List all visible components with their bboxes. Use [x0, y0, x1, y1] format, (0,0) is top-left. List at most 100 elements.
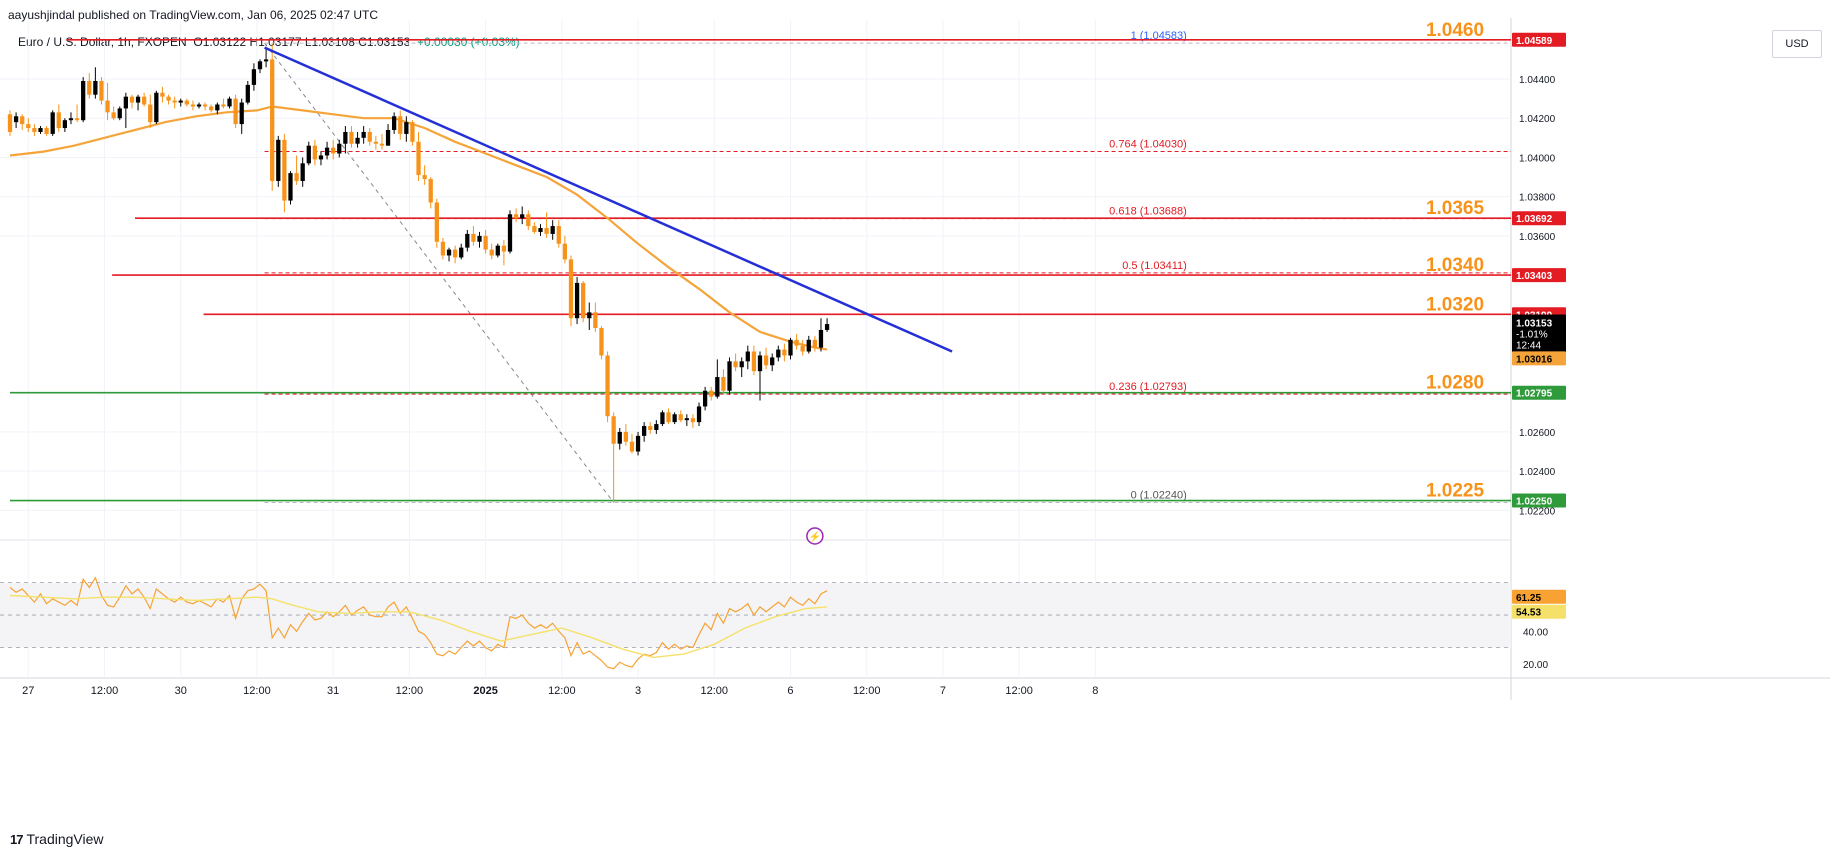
candle[interactable]: [87, 73, 92, 99]
candle[interactable]: [489, 243, 494, 260]
bearish-trendline[interactable]: [264, 46, 953, 353]
candle[interactable]: [520, 206, 525, 225]
candle[interactable]: [648, 422, 653, 434]
candle[interactable]: [422, 165, 427, 185]
candle[interactable]: [593, 302, 598, 332]
candle[interactable]: [770, 353, 775, 372]
candle[interactable]: [782, 343, 787, 362]
candle[interactable]: [62, 118, 68, 132]
candle[interactable]: [684, 414, 689, 427]
fib-diagonal[interactable]: [264, 42, 615, 503]
candle[interactable]: [599, 326, 604, 360]
candle[interactable]: [434, 198, 439, 248]
candle[interactable]: [587, 302, 592, 330]
candle[interactable]: [367, 128, 372, 146]
candle[interactable]: [623, 424, 628, 446]
tradingview-logo[interactable]: 17 TradingView: [10, 831, 104, 847]
candle[interactable]: [709, 386, 714, 401]
symbol-title[interactable]: Euro / U.S. Dollar, 1h, FXOPEN: [18, 35, 187, 49]
candle[interactable]: [172, 96, 177, 109]
candle[interactable]: [666, 408, 671, 425]
candle[interactable]: [154, 90, 159, 125]
candle[interactable]: [117, 106, 122, 121]
candle[interactable]: [440, 237, 446, 260]
candle[interactable]: [733, 353, 738, 372]
candle[interactable]: [129, 94, 135, 109]
candle[interactable]: [160, 86, 165, 103]
candle[interactable]: [812, 335, 818, 352]
candle[interactable]: [715, 359, 720, 399]
candle[interactable]: [282, 133, 287, 213]
candle[interactable]: [13, 112, 19, 129]
candle[interactable]: [245, 80, 250, 105]
candle[interactable]: [501, 239, 507, 266]
candle[interactable]: [428, 177, 433, 209]
candle[interactable]: [739, 357, 744, 378]
candle[interactable]: [550, 220, 555, 240]
candle[interactable]: [581, 280, 586, 323]
candle[interactable]: [44, 126, 49, 136]
candle[interactable]: [166, 94, 171, 105]
candle[interactable]: [410, 120, 415, 146]
candle[interactable]: [605, 351, 610, 423]
candle[interactable]: [824, 318, 830, 332]
candle[interactable]: [398, 110, 403, 140]
candle[interactable]: [617, 428, 622, 450]
candle[interactable]: [312, 139, 318, 166]
candle[interactable]: [111, 106, 116, 121]
candle[interactable]: [331, 139, 336, 160]
candle[interactable]: [26, 118, 31, 132]
candle[interactable]: [459, 243, 464, 260]
candle[interactable]: [806, 335, 811, 354]
candle[interactable]: [99, 77, 104, 105]
candle[interactable]: [221, 98, 226, 109]
candle[interactable]: [306, 141, 311, 166]
candle[interactable]: [562, 235, 568, 264]
candle[interactable]: [654, 420, 659, 434]
candle[interactable]: [263, 47, 269, 68]
candle[interactable]: [818, 318, 824, 352]
candle[interactable]: [465, 229, 470, 252]
candle[interactable]: [251, 63, 257, 91]
candle[interactable]: [574, 277, 580, 325]
candle[interactable]: [209, 104, 214, 113]
candle[interactable]: [776, 345, 781, 362]
candle[interactable]: [690, 414, 696, 429]
candle[interactable]: [50, 110, 55, 136]
candle[interactable]: [556, 220, 561, 248]
candle[interactable]: [270, 43, 275, 191]
candle[interactable]: [38, 126, 43, 134]
candle[interactable]: [105, 82, 110, 121]
moving-average-line[interactable]: [9, 105, 828, 351]
candle[interactable]: [721, 369, 726, 395]
candle[interactable]: [483, 229, 488, 254]
candle[interactable]: [696, 402, 702, 427]
candle[interactable]: [74, 104, 80, 123]
candle[interactable]: [702, 386, 708, 411]
candle[interactable]: [477, 231, 482, 248]
candle[interactable]: [202, 102, 208, 111]
rsi-ma-line[interactable]: [9, 594, 828, 659]
candle[interactable]: [361, 126, 366, 144]
candle[interactable]: [276, 135, 281, 187]
candle[interactable]: [507, 210, 513, 254]
lightning-event-icon[interactable]: ⚡: [806, 527, 824, 545]
candle[interactable]: [446, 247, 452, 262]
candle[interactable]: [81, 77, 86, 123]
candle[interactable]: [142, 92, 147, 107]
candle[interactable]: [300, 157, 305, 187]
candle[interactable]: [337, 139, 342, 158]
candle[interactable]: [513, 208, 519, 223]
candle[interactable]: [7, 110, 13, 136]
candle[interactable]: [294, 155, 299, 185]
candle[interactable]: [184, 98, 189, 107]
candle[interactable]: [239, 98, 244, 134]
candle[interactable]: [68, 112, 74, 125]
candle[interactable]: [642, 422, 647, 442]
candle[interactable]: [385, 124, 391, 146]
candle[interactable]: [20, 114, 25, 130]
candle[interactable]: [751, 345, 757, 376]
candle[interactable]: [379, 133, 385, 150]
candle[interactable]: [611, 412, 616, 503]
